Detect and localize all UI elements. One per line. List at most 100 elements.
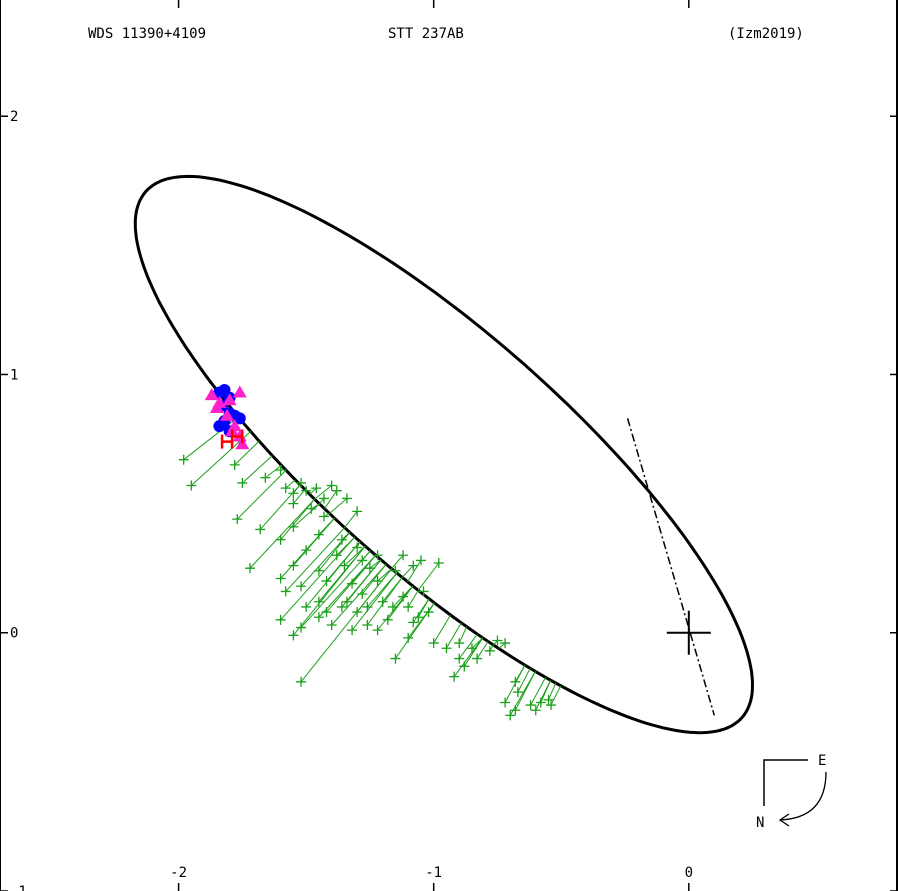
residual-line — [183, 416, 239, 461]
compass-arrow — [779, 771, 827, 821]
residual-line — [412, 598, 430, 623]
residual-line — [236, 469, 287, 520]
residual-line — [366, 572, 398, 608]
residual-line — [280, 536, 356, 621]
micrometer-point — [372, 576, 383, 587]
micrometer-point — [326, 480, 337, 491]
micrometer-point — [318, 511, 329, 522]
micrometer-point — [339, 560, 350, 571]
micrometer-point — [275, 573, 286, 584]
residual-line — [407, 590, 419, 608]
residual-line — [369, 559, 382, 569]
residual-line — [242, 455, 273, 484]
micrometer-point — [390, 565, 401, 576]
micrometer-point — [484, 645, 495, 656]
micrometer-point — [510, 705, 521, 716]
micrometer-point — [357, 555, 368, 566]
residual-line — [292, 545, 366, 636]
residual-line — [514, 664, 526, 683]
micrometer-point — [459, 661, 470, 672]
residual-line — [458, 626, 468, 644]
residual-line — [293, 503, 320, 528]
compass-east-label: E — [818, 753, 826, 769]
residual-line — [458, 633, 478, 659]
micrometer-point — [377, 596, 388, 607]
micrometer-point — [530, 705, 541, 716]
micrometer-point — [255, 524, 266, 535]
interferometric-point — [209, 401, 224, 414]
micrometer-point — [510, 676, 521, 687]
micrometer-point — [341, 596, 352, 607]
residual-line — [407, 560, 422, 583]
residual-line — [305, 541, 361, 608]
micrometer-point — [433, 558, 444, 569]
micrometer-point — [336, 601, 347, 612]
residual-line — [285, 479, 296, 489]
micrometer-point — [449, 671, 460, 682]
residual-line — [493, 640, 498, 646]
interferometric-point — [222, 393, 237, 406]
micrometer-point — [306, 503, 317, 514]
micrometer-point — [301, 545, 312, 556]
residual-line — [433, 614, 451, 644]
micrometer-point — [454, 638, 465, 649]
micrometer-point — [413, 612, 424, 623]
micrometer-point — [331, 550, 342, 561]
micrometer-point — [301, 485, 312, 496]
residual-line — [377, 568, 392, 582]
orbit-reference: (Izm2019) — [728, 26, 804, 42]
micrometer-point — [336, 534, 347, 545]
micrometer-point — [408, 560, 419, 571]
micrometer-point — [318, 493, 329, 504]
y-tick-label: 1 — [10, 367, 18, 383]
micrometer-point — [512, 687, 523, 698]
micrometer-point — [275, 534, 286, 545]
micrometer-point — [423, 607, 434, 618]
residual-line — [259, 484, 301, 530]
x-tick-label: -1 — [425, 865, 442, 881]
micrometer-point — [362, 601, 373, 612]
residual-line — [314, 485, 332, 500]
residual-line — [446, 622, 462, 649]
residual-line — [391, 554, 404, 570]
micrometer-point — [387, 601, 398, 612]
residual-line — [401, 565, 414, 578]
residual-line — [417, 562, 440, 591]
y-tick-label: -1 — [10, 884, 27, 891]
micrometer-point — [347, 578, 358, 589]
micrometer-point — [398, 591, 409, 602]
micrometer-point — [382, 614, 393, 625]
micrometer-point — [280, 586, 291, 597]
micrometer-point — [543, 694, 554, 705]
residual-line — [265, 464, 282, 479]
orbit-ellipse — [133, 174, 755, 735]
micrometer-point — [390, 653, 401, 664]
micrometer-point — [408, 617, 419, 628]
micrometer-point — [372, 550, 383, 561]
residual-line — [351, 572, 398, 631]
micrometer-point — [500, 638, 511, 649]
micrometer-point — [288, 560, 299, 571]
micrometer-point — [341, 493, 352, 504]
micrometer-point — [313, 565, 324, 576]
residual-line — [344, 545, 366, 566]
micrometer-point — [237, 477, 248, 488]
micrometer-point — [313, 612, 324, 623]
residual-line — [530, 677, 547, 706]
residual-line — [309, 487, 317, 495]
x-tick-label: -2 — [170, 865, 187, 881]
micrometer-point — [178, 454, 189, 465]
micrometer-point — [313, 596, 324, 607]
micrometer-point — [466, 643, 477, 654]
micrometer-point — [296, 477, 307, 488]
residual-line — [517, 668, 531, 693]
micrometer-point — [372, 625, 383, 636]
hipparcos-point — [231, 429, 244, 444]
micrometer-point — [296, 581, 307, 592]
micrometer-point — [415, 555, 426, 566]
residual-line — [234, 440, 260, 466]
micrometer-point — [403, 601, 414, 612]
micrometer-point — [311, 483, 322, 494]
micrometer-point — [352, 607, 363, 618]
micrometer-point — [403, 632, 414, 643]
